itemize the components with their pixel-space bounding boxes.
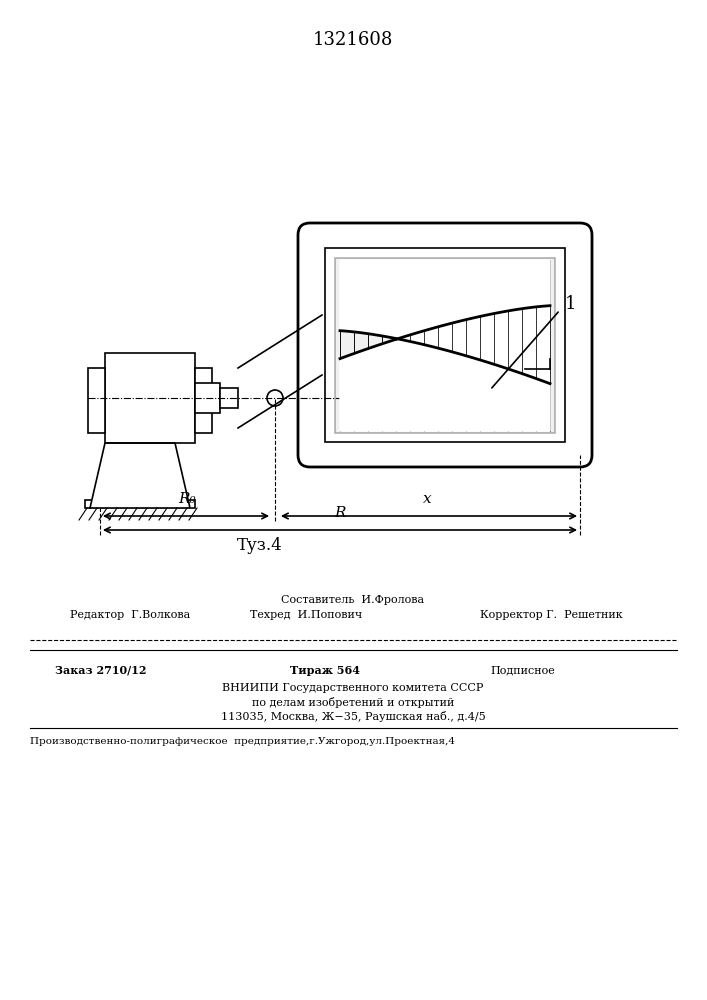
Text: Производственно-полиграфическое  предприятие,г.Ужгород,ул.Проектная,4: Производственно-полиграфическое предприя… xyxy=(30,738,455,746)
Polygon shape xyxy=(90,443,190,508)
Bar xyxy=(220,388,238,408)
Text: Подписное: Подписное xyxy=(490,665,555,675)
Bar xyxy=(195,368,212,433)
Text: Τуз.4: Τуз.4 xyxy=(237,536,283,554)
Text: x: x xyxy=(423,492,431,506)
Bar xyxy=(85,500,195,508)
Circle shape xyxy=(267,390,283,406)
FancyBboxPatch shape xyxy=(298,223,592,467)
Polygon shape xyxy=(340,260,550,384)
Text: Тираж 564: Тираж 564 xyxy=(290,664,360,676)
Text: R: R xyxy=(334,506,346,520)
Bar xyxy=(335,258,555,433)
Text: Заказ 2710/12: Заказ 2710/12 xyxy=(55,664,146,676)
Text: 1321608: 1321608 xyxy=(312,31,393,49)
Text: 1: 1 xyxy=(565,295,576,313)
Text: по делам изобретений и открытий: по делам изобретений и открытий xyxy=(252,696,454,708)
Text: ВНИИПИ Государственного комитета СССР: ВНИИПИ Государственного комитета СССР xyxy=(222,683,484,693)
Text: R₀: R₀ xyxy=(178,492,196,506)
Text: Составитель  И.Фролова: Составитель И.Фролова xyxy=(281,595,425,605)
Text: 113035, Москва, Ж−35, Раушская наб., д.4/5: 113035, Москва, Ж−35, Раушская наб., д.4… xyxy=(221,710,486,722)
Text: Редактор  Г.Волкова: Редактор Г.Волкова xyxy=(70,610,190,620)
Bar xyxy=(325,248,565,442)
Bar xyxy=(195,383,220,413)
Bar xyxy=(88,368,105,433)
Polygon shape xyxy=(340,306,550,431)
Bar xyxy=(105,353,195,443)
Text: Техред  И.Попович: Техред И.Попович xyxy=(250,610,362,620)
Text: Корректор Г.  Решетник: Корректор Г. Решетник xyxy=(480,610,623,620)
